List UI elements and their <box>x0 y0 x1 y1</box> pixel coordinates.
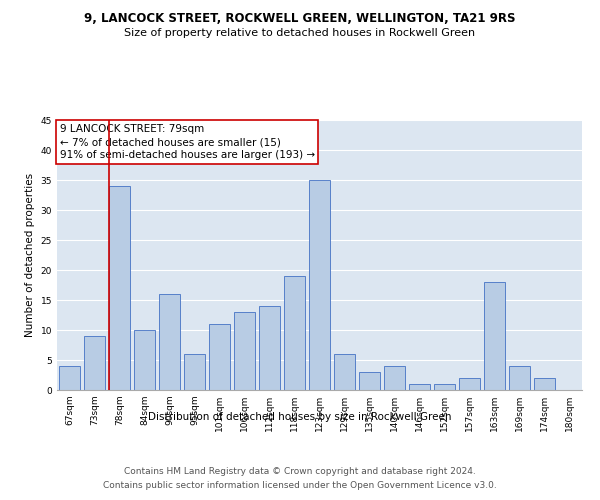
Bar <box>109 186 130 390</box>
Bar <box>84 336 105 390</box>
Bar <box>359 372 380 390</box>
Bar <box>509 366 530 390</box>
Bar <box>384 366 405 390</box>
Bar <box>184 354 205 390</box>
Text: 9 LANCOCK STREET: 79sqm
← 7% of detached houses are smaller (15)
91% of semi-det: 9 LANCOCK STREET: 79sqm ← 7% of detached… <box>59 124 315 160</box>
Bar <box>134 330 155 390</box>
Bar <box>59 366 80 390</box>
Bar <box>534 378 555 390</box>
Bar <box>159 294 180 390</box>
Bar <box>209 324 230 390</box>
Text: Size of property relative to detached houses in Rockwell Green: Size of property relative to detached ho… <box>124 28 476 38</box>
Text: Contains public sector information licensed under the Open Government Licence v3: Contains public sector information licen… <box>103 481 497 490</box>
Bar <box>409 384 430 390</box>
Bar <box>334 354 355 390</box>
Text: Contains HM Land Registry data © Crown copyright and database right 2024.: Contains HM Land Registry data © Crown c… <box>124 468 476 476</box>
Text: 9, LANCOCK STREET, ROCKWELL GREEN, WELLINGTON, TA21 9RS: 9, LANCOCK STREET, ROCKWELL GREEN, WELLI… <box>84 12 516 26</box>
Bar <box>259 306 280 390</box>
Bar <box>434 384 455 390</box>
Y-axis label: Number of detached properties: Number of detached properties <box>25 173 35 337</box>
Bar <box>234 312 255 390</box>
Bar <box>484 282 505 390</box>
Bar <box>309 180 330 390</box>
Text: Distribution of detached houses by size in Rockwell Green: Distribution of detached houses by size … <box>148 412 452 422</box>
Bar <box>459 378 480 390</box>
Bar <box>284 276 305 390</box>
